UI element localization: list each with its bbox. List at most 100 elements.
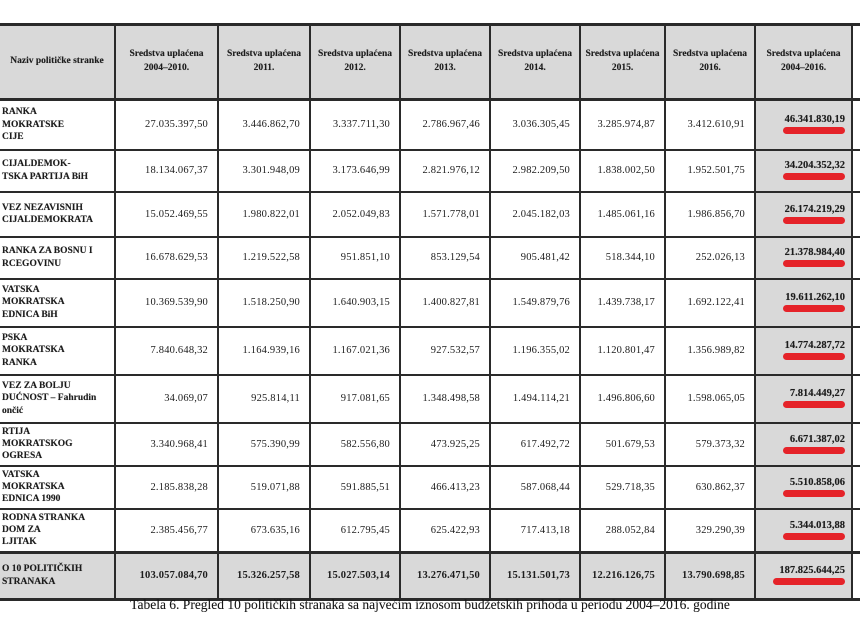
amount-cell: 12.216.126,75 (579, 550, 666, 601)
amount-cell: 1.196.355,02 (489, 325, 581, 376)
amount-cell: 1.571.778,01 (399, 190, 491, 238)
total-row: O 10 POLITIČKIH STRANAKA 103.057.084,70 15.… (0, 550, 860, 601)
cut-off-cell (851, 550, 860, 601)
party-name-line: MOKRATSKE (2, 119, 65, 130)
column-header: Sredstva uplaćena 2004–2010. (114, 23, 219, 101)
amount-cell: 1.496.806,60 (579, 373, 666, 424)
amount-cell: 1.485.061,16 (579, 190, 666, 238)
column-header: Sredstva uplaćena 2014. (489, 23, 581, 101)
total-amount-cell: 5.344.013,88 (754, 507, 853, 554)
amount-cell: 252.026,13 (664, 235, 756, 280)
red-underline-mark (783, 216, 845, 224)
party-name-cell: O 10 POLITIČKIH STRANAKA (0, 550, 116, 601)
amount-cell: 617.492,72 (489, 421, 581, 467)
party-name-cell: RTIJA MOKRATSKOG OGRESA (0, 421, 116, 467)
table-row: VEZ NEZAVISNIH CIJALDEMOKRATA 15.052.469,5… (0, 190, 860, 238)
amount-cell: 1.986.856,70 (664, 190, 756, 238)
budget-table: Naziv političke stranke Sredstva uplaćena… (0, 23, 860, 601)
amount-cell: 518.344,10 (579, 235, 666, 280)
cut-off-cell (851, 325, 860, 376)
amount-cell: 625.422,93 (399, 507, 491, 554)
amount-cell: 3.446.862,70 (217, 98, 311, 151)
total-amount-value: 5.510.858,06 (789, 476, 845, 488)
table-row: PSKA MOKRATSKA RANKA 7.840.648,32 1.164.939,… (0, 325, 860, 376)
cut-off-cell (851, 148, 860, 193)
column-header: Sredstva uplaćena 2016. (664, 23, 756, 101)
table-row: RANKA MOKRATSKE CIJE 27.035.397,50 3.446.862… (0, 98, 860, 151)
amount-cell: 3.036.305,45 (489, 98, 581, 151)
header-row: Naziv političke stranke Sredstva uplaćena… (0, 23, 860, 101)
red-underline-mark (783, 353, 845, 360)
total-amount-cell: 46.341.830,19 (754, 98, 853, 151)
party-name-line: PSKA (2, 332, 28, 343)
amount-cell: 2.786.967,46 (399, 98, 491, 151)
amount-cell: 10.369.539,90 (114, 277, 219, 328)
amount-cell: 1.952.501,75 (664, 148, 756, 193)
party-name-cell: VATSKA MOKRATSKA EDNICA BiH (0, 277, 116, 328)
amount-cell: 3.340.968,41 (114, 421, 219, 467)
amount-cell: 15.052.469,55 (114, 190, 219, 238)
amount-cell: 2.982.209,50 (489, 148, 581, 193)
amount-cell: 1.838.002,50 (579, 148, 666, 193)
red-underline-mark (783, 127, 845, 135)
amount-cell: 3.337.711,30 (309, 98, 401, 151)
amount-cell: 15.027.503,14 (309, 550, 401, 601)
party-name-line: MOKRATSKOG (2, 438, 73, 449)
total-amount-value: 5.344.013,88 (789, 519, 845, 531)
party-name-line: OGRESA (2, 451, 43, 462)
table-row: VATSKA MOKRATSKA EDNICA 1990 2.185.838,28 51… (0, 464, 860, 510)
amount-cell: 2.385.456,77 (114, 507, 219, 554)
cut-off-cell (851, 190, 860, 238)
amount-cell: 13.790.698,85 (664, 550, 756, 601)
total-amount-cell: 6.671.387,02 (754, 421, 853, 467)
amount-cell: 3.412.610,91 (664, 98, 756, 151)
table-row: VEZ ZA BOLJU DUĆNOST – Fahrudin ončić 34.06… (0, 373, 860, 424)
total-amount-value: 7.814.449,27 (789, 388, 845, 399)
party-name-line: VEZ ZA BOLJU (2, 380, 71, 391)
amount-cell: 34.069,07 (114, 373, 219, 424)
red-underline-mark (783, 446, 845, 454)
column-header: Sredstva uplaćena 2013. (399, 23, 491, 101)
party-name-line: RANKA (2, 107, 37, 118)
total-amount-cell: 5.510.858,06 (754, 464, 853, 510)
amount-cell: 519.071,88 (217, 464, 311, 510)
party-name-line: RANKA (2, 357, 37, 368)
amount-cell: 466.413,23 (399, 464, 491, 510)
red-underline-mark (783, 305, 845, 312)
cut-off-cell (851, 464, 860, 510)
table-row: CIJALDEMOK- TSKA PARTIJA BiH 18.134.067,37… (0, 148, 860, 193)
party-name-line: EDNICA 1990 (2, 494, 61, 505)
column-header: Sredstva uplaćena 2015. (579, 23, 666, 101)
amount-cell: 951.851,10 (309, 235, 401, 280)
total-amount-value: 6.671.387,02 (789, 433, 845, 445)
amount-cell: 15.326.257,58 (217, 550, 311, 601)
table-caption: Tabela 6. Pregled 10 političkih stranaka… (130, 597, 730, 612)
red-underline-mark (773, 578, 845, 586)
amount-cell: 587.068,44 (489, 464, 581, 510)
cut-off-cell (851, 421, 860, 467)
party-name-line: MOKRATSKA (2, 481, 65, 492)
amount-cell: 15.131.501,73 (489, 550, 581, 601)
amount-cell: 1.167.021,36 (309, 325, 401, 376)
red-underline-mark (783, 173, 845, 180)
party-name-line: DUĆNOST – Fahrudin (2, 393, 97, 404)
total-amount-cell: 34.204.352,32 (754, 148, 853, 193)
total-amount-cell: 7.814.449,27 (754, 373, 853, 424)
party-name-line: VATSKA (2, 469, 40, 480)
amount-cell: 7.840.648,32 (114, 325, 219, 376)
party-name-line: RCEGOVINU (2, 258, 62, 269)
party-name-line: CIJALDEMOKRATA (2, 215, 93, 225)
amount-cell: 288.052,84 (579, 507, 666, 554)
red-underline-mark (783, 489, 845, 497)
table-row: VATSKA MOKRATSKA EDNICA BiH 10.369.539,90 1.… (0, 277, 860, 328)
total-amount-cell: 187.825.644,25 (754, 550, 853, 601)
amount-cell: 1.518.250,90 (217, 277, 311, 328)
party-name-cell: RANKA ZA BOSNU I RCEGOVINU (0, 235, 116, 280)
total-amount-value: 21.378.984,40 (784, 247, 845, 258)
cut-off-cell (851, 507, 860, 554)
amount-cell: 1.692.122,41 (664, 277, 756, 328)
red-underline-mark (783, 532, 845, 540)
amount-cell: 1.356.989,82 (664, 325, 756, 376)
column-header: Naziv političke stranke (0, 23, 116, 101)
